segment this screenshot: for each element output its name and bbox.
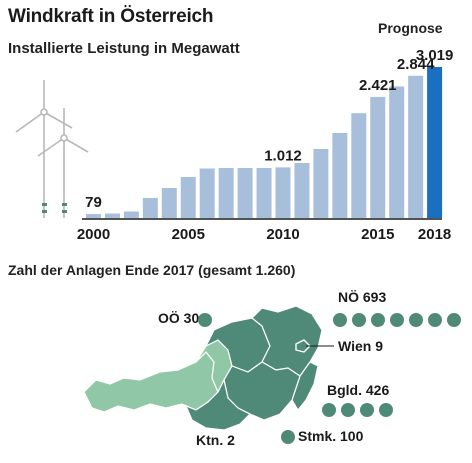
x-tick-label: 2000 [77,226,110,243]
chart-subtitle: Installierte Leistung in Megawatt [8,40,240,57]
map-region-wien [295,339,311,353]
bar-2011 [294,162,310,218]
bar-2017 [408,75,424,218]
region-dot [371,313,385,327]
region-dot [409,313,423,327]
bar-2008 [237,167,253,218]
region-dot [333,313,347,327]
region-label: NÖ 693 [338,289,387,305]
forecast-label: Prognose [378,20,443,36]
x-ticks-group: 2000 2005 2010 2015 2018 [77,226,451,243]
chart-title: Windkraft in Österreich [8,6,214,27]
map-region-ktn [184,378,252,431]
region-dot [322,403,336,417]
bar-2018 [427,67,443,218]
bar-2012 [313,148,329,218]
region-dot [428,313,442,327]
region-dot [281,430,295,444]
data-label: 79 [85,194,102,211]
data-label: 2.421 [359,77,397,94]
region-label: OÖ 30 [158,310,200,326]
bar-2014 [351,113,367,218]
region-dot [447,313,461,327]
x-tick-label: 2015 [361,226,394,243]
region-label: Bgld. 426 [327,382,390,398]
map-title: Zahl der Anlagen Ende 2017 (gesamt 1.260… [8,262,296,278]
bar-2005 [180,176,196,218]
bar-2009 [256,167,272,218]
bar-2006 [199,168,215,218]
x-tick-label: 2010 [266,226,299,243]
bars-group [86,67,443,218]
bar-2016 [389,86,405,218]
bar-2003 [142,197,158,218]
map-region-west [83,351,219,413]
data-label: 3.019 [416,47,454,64]
bar-2007 [218,167,234,218]
region-dot [390,313,404,327]
region-dot [198,313,212,327]
x-tick-label: 2018 [418,226,451,243]
bar-2000 [86,214,101,218]
region-label: Ktn. 2 [196,432,235,448]
bar-2002 [123,211,139,218]
bar-2013 [332,132,348,218]
bar-2015 [370,96,386,218]
x-tick-label: 2005 [172,226,205,243]
turbine-base-marks [42,203,67,213]
region-dot [341,403,355,417]
bar-2001 [104,213,120,218]
region-label: Wien 9 [338,338,383,354]
region-dot [352,313,366,327]
region-dot [379,403,393,417]
bar-2010 [275,167,291,218]
region-dot [360,403,374,417]
bar-2004 [161,187,177,218]
data-label: 1.012 [264,147,302,164]
data-label: 2.844 [397,56,435,73]
region-label: Stmk. 100 [298,428,364,444]
